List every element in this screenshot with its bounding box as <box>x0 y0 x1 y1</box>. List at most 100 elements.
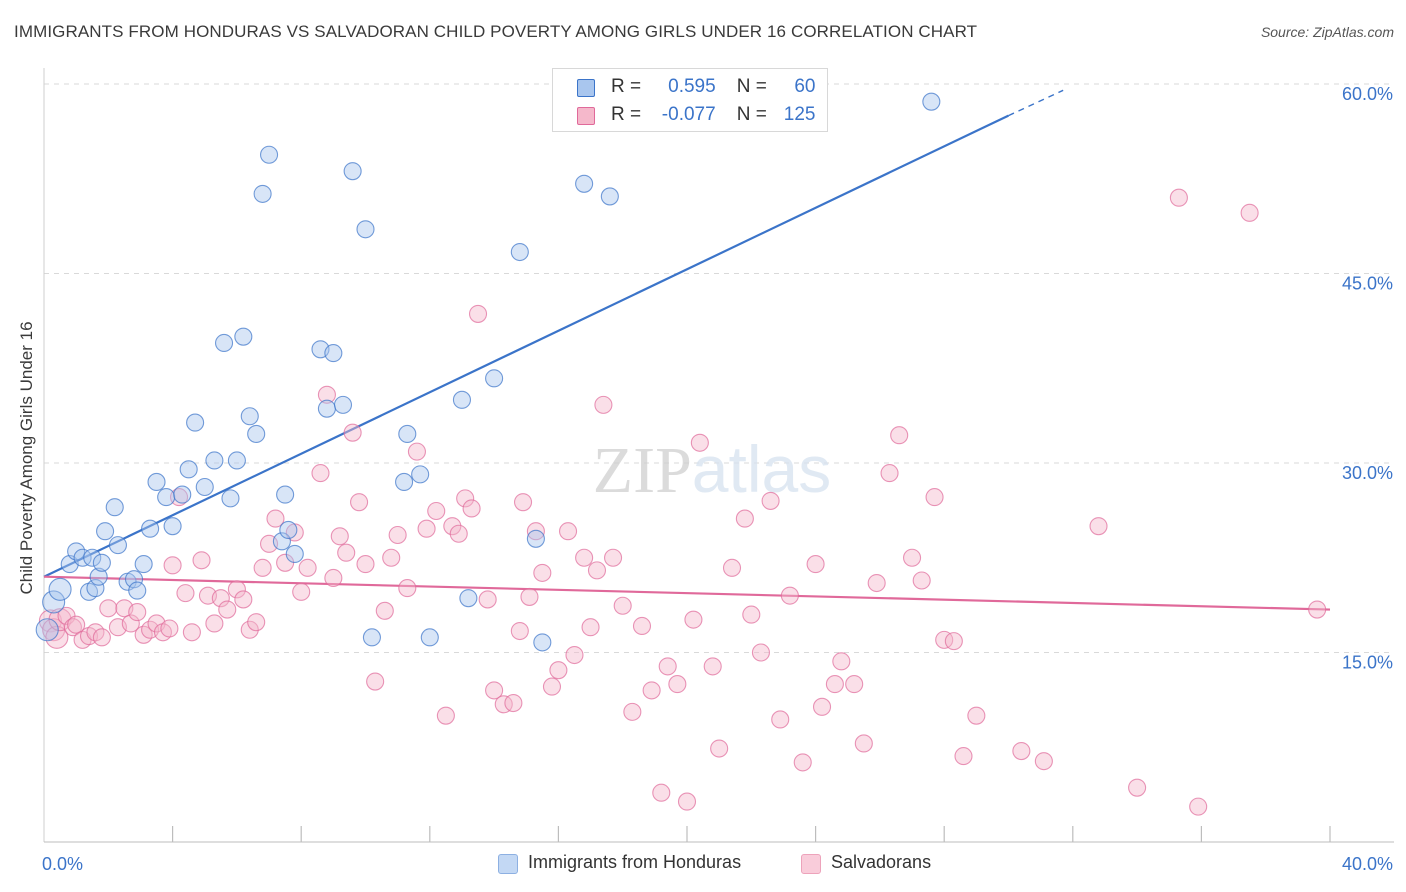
data-point-honduras <box>356 220 375 239</box>
data-point-salvadorans <box>128 603 147 622</box>
data-point-salvadorans <box>690 433 709 452</box>
legend-label: Salvadorans <box>831 852 932 872</box>
data-point-honduras <box>134 555 153 574</box>
data-point-salvadorans <box>710 739 729 758</box>
trend-line-honduras <box>43 114 1009 578</box>
data-point-salvadorans <box>684 610 703 629</box>
data-point-honduras <box>343 162 362 181</box>
data-point-salvadorans <box>494 695 513 714</box>
data-point-salvadorans <box>954 747 973 766</box>
data-point-salvadorans <box>504 693 523 713</box>
data-point-salvadorans <box>642 681 661 700</box>
data-point-salvadorans <box>227 580 246 599</box>
data-point-salvadorans <box>558 522 578 541</box>
tick-labels: 15.0% 30.0% 45.0% 60.0% 0.0% 40.0% <box>42 84 1393 874</box>
data-point-salvadorans <box>449 524 468 543</box>
data-point-salvadorans <box>542 677 562 696</box>
data-point-honduras <box>420 628 439 647</box>
data-point-salvadorans <box>298 558 317 577</box>
trend-line-salvadorans <box>43 575 1331 611</box>
data-point-salvadorans <box>581 618 600 637</box>
r-label: R = <box>611 104 642 125</box>
data-point-salvadorans <box>549 661 568 680</box>
n-label: N = <box>736 104 767 125</box>
data-point-honduras <box>227 451 246 470</box>
data-point-honduras <box>575 174 594 193</box>
data-point-honduras <box>317 399 336 418</box>
y-tick-label: 15.0% <box>1342 653 1393 673</box>
data-point-honduras <box>272 532 291 551</box>
data-point-salvadorans <box>890 426 909 445</box>
x-tick-label-min: 0.0% <box>42 854 83 874</box>
data-point-salvadorans <box>742 605 761 624</box>
data-point-salvadorans <box>751 643 770 662</box>
data-point-salvadorans <box>182 623 201 642</box>
data-point-salvadorans <box>234 590 253 609</box>
trend-lines <box>43 89 1331 611</box>
y-axis-label: Child Poverty Among Girls Under 16 <box>17 321 36 594</box>
data-point-salvadorans <box>1169 188 1188 207</box>
data-point-honduras <box>459 589 478 608</box>
data-point-honduras <box>173 485 192 504</box>
data-point-salvadorans <box>462 499 481 518</box>
data-point-honduras <box>42 590 66 614</box>
data-point-salvadorans <box>443 517 462 536</box>
y-tick-label: 60.0% <box>1342 84 1393 104</box>
data-point-salvadorans <box>832 652 851 671</box>
data-point-salvadorans <box>382 548 401 567</box>
data-point-salvadorans <box>510 621 529 641</box>
data-point-honduras <box>526 529 545 548</box>
data-point-salvadorans <box>1012 741 1031 761</box>
data-point-honduras <box>253 184 272 203</box>
data-point-salvadorans <box>513 493 533 512</box>
data-point-salvadorans <box>845 675 864 694</box>
pink-swatch-icon <box>801 854 821 874</box>
watermark: ZIPatlas <box>593 432 831 507</box>
data-point-salvadorans <box>1308 600 1327 619</box>
data-point-salvadorans <box>594 395 613 414</box>
data-point-honduras <box>452 390 472 409</box>
data-point-honduras <box>179 460 198 479</box>
data-point-honduras <box>533 633 552 652</box>
data-point-honduras <box>221 489 240 508</box>
n-value: 125 <box>783 104 816 125</box>
data-point-honduras <box>73 548 92 567</box>
data-point-salvadorans <box>703 657 722 676</box>
r-label: R = <box>611 76 642 97</box>
data-point-salvadorans <box>677 792 697 811</box>
data-point-salvadorans <box>632 616 652 636</box>
data-point-salvadorans <box>45 625 69 649</box>
n-label: N = <box>736 76 767 97</box>
data-point-honduras <box>186 413 205 432</box>
data-point-salvadorans <box>793 753 812 772</box>
data-point-salvadorans <box>468 304 488 323</box>
data-point-honduras <box>240 407 259 426</box>
data-point-honduras <box>279 520 298 540</box>
stats-legend: R = 0.595 N = 60 R = -0.077 N = 125 <box>552 68 828 132</box>
data-point-honduras <box>141 519 160 538</box>
data-point-honduras <box>128 581 147 600</box>
data-point-honduras <box>214 333 234 353</box>
data-point-salvadorans <box>330 527 349 546</box>
data-points <box>35 91 1327 816</box>
data-point-salvadorans <box>761 491 780 510</box>
legend-label: Immigrants from Honduras <box>528 852 742 872</box>
data-point-honduras <box>324 344 343 363</box>
blue-swatch-icon <box>498 854 518 874</box>
data-point-honduras <box>124 570 144 589</box>
data-point-salvadorans <box>812 697 832 716</box>
data-point-salvadorans <box>771 710 790 729</box>
data-point-salvadorans <box>192 551 211 570</box>
data-point-salvadorans <box>253 558 272 577</box>
data-point-salvadorans <box>169 488 189 507</box>
r-value: -0.077 <box>661 104 716 125</box>
y-tick-label: 30.0% <box>1342 463 1393 483</box>
data-point-salvadorans <box>436 706 455 725</box>
data-point-honduras <box>362 628 381 647</box>
y-tick-label: 45.0% <box>1342 274 1393 294</box>
data-point-honduras <box>108 536 127 555</box>
data-point-honduras <box>157 488 176 507</box>
data-point-honduras <box>89 567 108 586</box>
data-point-honduras <box>92 553 111 572</box>
data-point-salvadorans <box>658 657 677 676</box>
